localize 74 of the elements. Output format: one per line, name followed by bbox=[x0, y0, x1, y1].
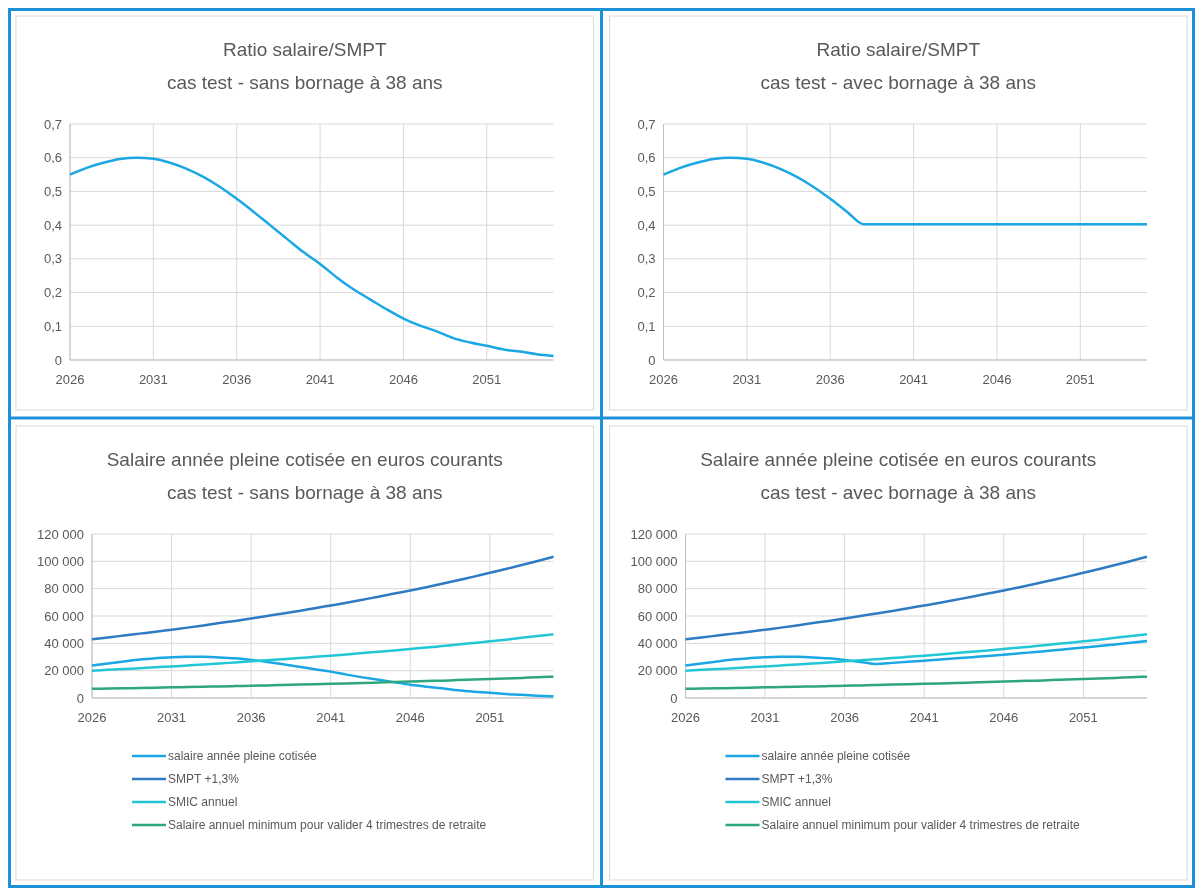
y-tick-label: 60 000 bbox=[637, 608, 678, 624]
y-tick-label: 120 000 bbox=[630, 526, 678, 542]
y-tick-label: 80 000 bbox=[637, 581, 678, 597]
y-tick-label: 0 bbox=[670, 690, 678, 706]
x-tick-label: 2041 bbox=[899, 372, 929, 387]
y-tick-label: 0,1 bbox=[637, 318, 656, 334]
y-tick-label: 0,6 bbox=[43, 150, 62, 166]
y-tick-label: 0,3 bbox=[637, 251, 656, 267]
legend-label: SMPT +1,3% bbox=[761, 772, 833, 787]
x-tick-label: 2026 bbox=[671, 710, 700, 725]
chart-title: Salaire année pleine cotisée en euros courants cas test - avec bornage à 38 ans bbox=[700, 449, 1097, 503]
x-tick-label: 2036 bbox=[222, 372, 252, 387]
x-tick-label: 2041 bbox=[316, 710, 346, 725]
y-tick-label: 80 000 bbox=[44, 581, 84, 597]
legend-label: salaire année pleine cotisée bbox=[168, 749, 318, 764]
y-tick-label: 60 000 bbox=[44, 608, 84, 624]
y-tick-label: 0,2 bbox=[43, 285, 62, 301]
x-tick-label: 2026 bbox=[649, 372, 678, 387]
y-tick-label: 40 000 bbox=[44, 635, 84, 651]
y-tick-label: 0,7 bbox=[43, 116, 62, 132]
y-tick-label: 120 000 bbox=[37, 526, 84, 542]
legend-label: SMIC annuel bbox=[168, 795, 238, 810]
y-tick-label: 0 bbox=[76, 690, 84, 706]
line-series bbox=[90, 633, 555, 672]
x-tick-label: 2026 bbox=[77, 710, 107, 725]
chart-title: Salaire année pleine cotisée en euros courants cas test - sans bornage à 38 ans bbox=[106, 449, 503, 503]
legend-label: SMIC annuel bbox=[761, 795, 831, 810]
x-tick-label: 2031 bbox=[750, 710, 780, 725]
legend-label: salaire année pleine cotisée bbox=[761, 749, 911, 764]
x-tick-label: 2051 bbox=[472, 372, 502, 387]
y-tick-label: 100 000 bbox=[630, 553, 678, 569]
x-tick-label: 2051 bbox=[475, 710, 505, 725]
x-tick-label: 2031 bbox=[138, 372, 168, 387]
x-tick-label: 2036 bbox=[815, 372, 845, 387]
y-tick-label: 0,6 bbox=[637, 150, 656, 166]
y-tick-label: 100 000 bbox=[37, 553, 84, 569]
y-tick-label: 0,2 bbox=[637, 285, 656, 301]
y-tick-label: 0,4 bbox=[43, 217, 62, 233]
x-tick-label: 2031 bbox=[732, 372, 762, 387]
y-tick-label: 0 bbox=[648, 352, 656, 368]
y-tick-label: 0,5 bbox=[43, 183, 62, 199]
x-tick-label: 2031 bbox=[157, 710, 187, 725]
y-tick-label: 0,5 bbox=[637, 183, 656, 199]
line-series bbox=[90, 555, 555, 641]
x-tick-label: 2036 bbox=[236, 710, 266, 725]
x-tick-label: 2046 bbox=[982, 372, 1012, 387]
x-tick-label: 2036 bbox=[830, 710, 860, 725]
legend-label: Salaire annuel minimum pour valider 4 trimestres de retraite bbox=[761, 818, 1080, 833]
y-tick-label: 0,3 bbox=[43, 251, 62, 267]
chart-title: Ratio salaire/SMPT cas test - avec bornage à 38 ans bbox=[760, 39, 1037, 93]
y-tick-label: 0,1 bbox=[43, 318, 62, 334]
x-tick-label: 2026 bbox=[55, 372, 85, 387]
line-series bbox=[90, 675, 555, 691]
x-tick-label: 2051 bbox=[1065, 372, 1095, 387]
legend-label: Salaire annuel minimum pour valider 4 trimestres de retraite bbox=[168, 818, 487, 833]
line-series bbox=[684, 639, 1149, 667]
x-tick-label: 2046 bbox=[388, 372, 418, 387]
line-series bbox=[684, 675, 1149, 691]
line-series bbox=[684, 633, 1149, 672]
legend-label: SMPT +1,3% bbox=[168, 772, 240, 787]
line-series bbox=[684, 555, 1149, 641]
y-tick-label: 20 000 bbox=[637, 663, 678, 679]
x-tick-label: 2046 bbox=[395, 710, 425, 725]
x-tick-label: 2041 bbox=[909, 710, 939, 725]
y-tick-label: 40 000 bbox=[637, 635, 678, 651]
y-tick-label: 20 000 bbox=[44, 663, 84, 679]
y-tick-label: 0,4 bbox=[637, 217, 656, 233]
x-tick-label: 2051 bbox=[1068, 710, 1098, 725]
chart-title: Ratio salaire/SMPT cas test - sans bornage à 38 ans bbox=[166, 39, 443, 93]
y-tick-label: 0,7 bbox=[637, 116, 656, 132]
x-tick-label: 2046 bbox=[989, 710, 1019, 725]
y-tick-label: 0 bbox=[54, 352, 62, 368]
line-series bbox=[662, 156, 1149, 226]
x-tick-label: 2041 bbox=[305, 372, 335, 387]
